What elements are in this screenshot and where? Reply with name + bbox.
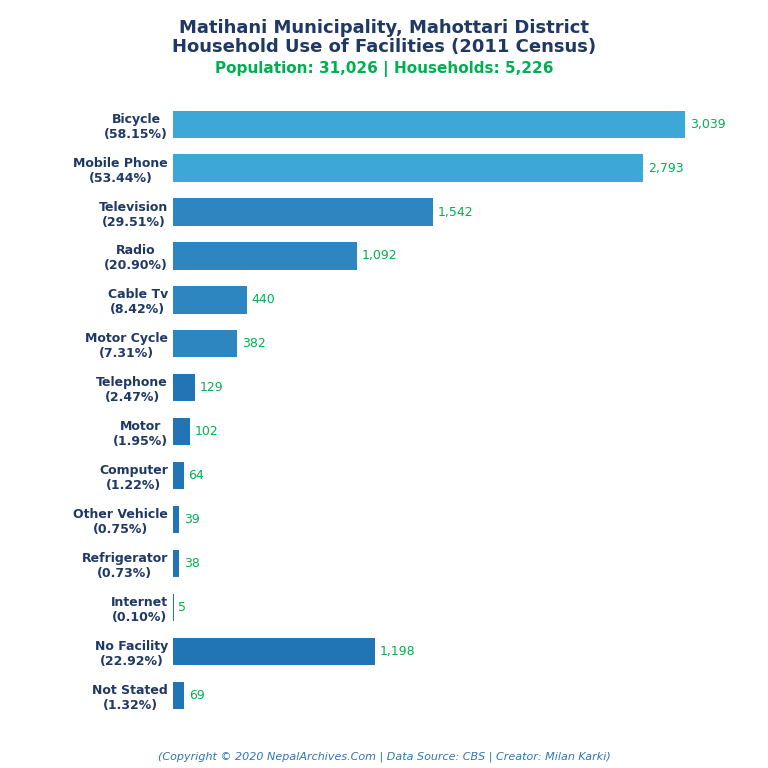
Bar [173, 550, 179, 577]
Bar [173, 330, 237, 357]
Text: Population: 31,026 | Households: 5,226: Population: 31,026 | Households: 5,226 [215, 61, 553, 78]
Bar [173, 286, 247, 313]
Text: 1,542: 1,542 [437, 206, 473, 219]
Bar [173, 111, 685, 137]
Bar [173, 594, 174, 621]
Text: 64: 64 [188, 469, 204, 482]
Bar [173, 418, 190, 445]
Text: 2,793: 2,793 [648, 161, 684, 174]
Text: 3,039: 3,039 [690, 118, 725, 131]
Text: 39: 39 [184, 513, 200, 526]
Text: 102: 102 [195, 425, 218, 439]
Text: 129: 129 [199, 381, 223, 394]
Text: Household Use of Facilities (2011 Census): Household Use of Facilities (2011 Census… [172, 38, 596, 56]
Text: Matihani Municipality, Mahottari District: Matihani Municipality, Mahottari Distric… [179, 19, 589, 37]
Bar [173, 637, 375, 665]
Text: 1,198: 1,198 [379, 645, 415, 658]
Text: 440: 440 [252, 293, 276, 306]
Text: 1,092: 1,092 [362, 250, 397, 263]
Bar [173, 154, 644, 182]
Text: (Copyright © 2020 NepalArchives.Com | Data Source: CBS | Creator: Milan Karki): (Copyright © 2020 NepalArchives.Com | Da… [157, 751, 611, 762]
Bar [173, 198, 432, 226]
Text: 38: 38 [184, 557, 200, 570]
Bar [173, 506, 180, 533]
Bar [173, 243, 357, 270]
Bar [173, 462, 184, 489]
Text: 382: 382 [242, 337, 266, 350]
Bar [173, 374, 194, 402]
Text: 5: 5 [178, 601, 187, 614]
Bar [173, 682, 184, 709]
Text: 69: 69 [189, 689, 205, 702]
